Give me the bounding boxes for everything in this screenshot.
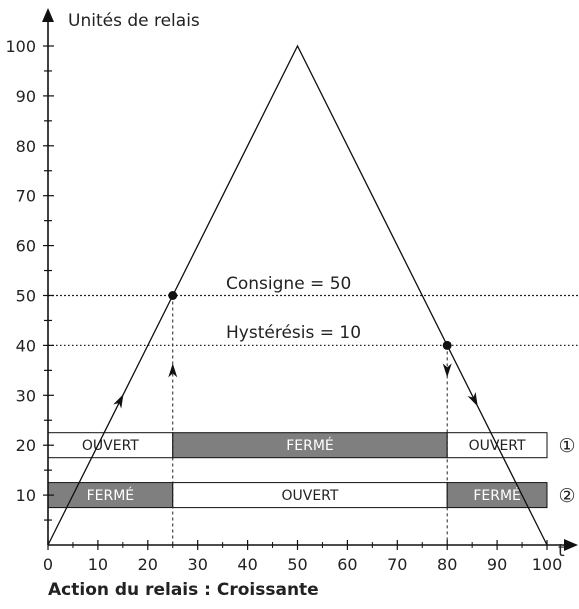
relay-1-marker: ①: [558, 435, 575, 457]
x-tick-label: 70: [387, 555, 407, 574]
down-direction-arrow: [467, 392, 478, 407]
x-tick-label: 0: [43, 555, 53, 574]
relay-2-segment-label: FERMÉ: [473, 487, 521, 504]
switch-point: [442, 340, 452, 350]
y-tick-label: 10: [16, 486, 36, 505]
triangle-line: [47, 44, 548, 546]
y-axis-arrow: [42, 8, 54, 22]
x-tick-label: 30: [188, 555, 208, 574]
x-tick-label: 60: [337, 555, 357, 574]
y-tick-label: 70: [16, 187, 36, 206]
x-tick-label: 10: [88, 555, 108, 574]
y-tick-label: 100: [5, 37, 36, 56]
setpoint-label: Consigne = 50: [226, 274, 351, 294]
up-direction-arrow: [113, 394, 124, 409]
y-tick-label: 50: [16, 287, 36, 306]
relay-1-segment: [172, 432, 448, 459]
x-tick-label: 20: [138, 555, 158, 574]
axes: 10 20 30 40 50 60 70 80 90 100 0 10 20 30 40 50 60 70 80 90…: [5, 8, 578, 574]
relay-2-marker: ②: [558, 485, 575, 507]
x-axis-title: t: [558, 541, 565, 561]
switch-down-arrow: [442, 363, 452, 378]
relay-1-segment-label: OUVERT: [82, 438, 139, 454]
y-tick-label: 90: [16, 87, 36, 106]
relay-2-segment-label: OUVERT: [281, 488, 338, 504]
y-tick-label: 20: [16, 436, 36, 455]
y-tick-label: 80: [16, 137, 36, 156]
x-tick-label: 50: [287, 555, 307, 574]
x-axis-arrow: [564, 539, 578, 551]
labels: Unités de relais t Consigne = 50 Hystéré…: [68, 11, 565, 561]
x-tick-label: 40: [237, 555, 257, 574]
x-tick-label: 100: [532, 555, 563, 574]
triangle-series: [47, 44, 548, 546]
relay-action-caption: Action du relais : Croissante: [48, 580, 319, 600]
y-tick-label: 60: [16, 237, 36, 256]
relay-1-segment-label: FERMÉ: [286, 437, 334, 454]
y-axis-title: Unités de relais: [68, 11, 200, 31]
relay-2-segment: [446, 482, 548, 509]
x-tick-label: 80: [437, 555, 457, 574]
y-tick-label: 40: [16, 336, 36, 355]
relay-2-segment-label: FERMÉ: [87, 487, 135, 504]
y-tick-label: 30: [16, 386, 36, 405]
switch-up-arrow: [168, 363, 178, 378]
switch-point: [168, 291, 178, 300]
hysteresis-label: Hystérésis = 10: [226, 323, 361, 343]
guide-lines: [48, 294, 579, 543]
x-tick-label: 90: [487, 555, 507, 574]
